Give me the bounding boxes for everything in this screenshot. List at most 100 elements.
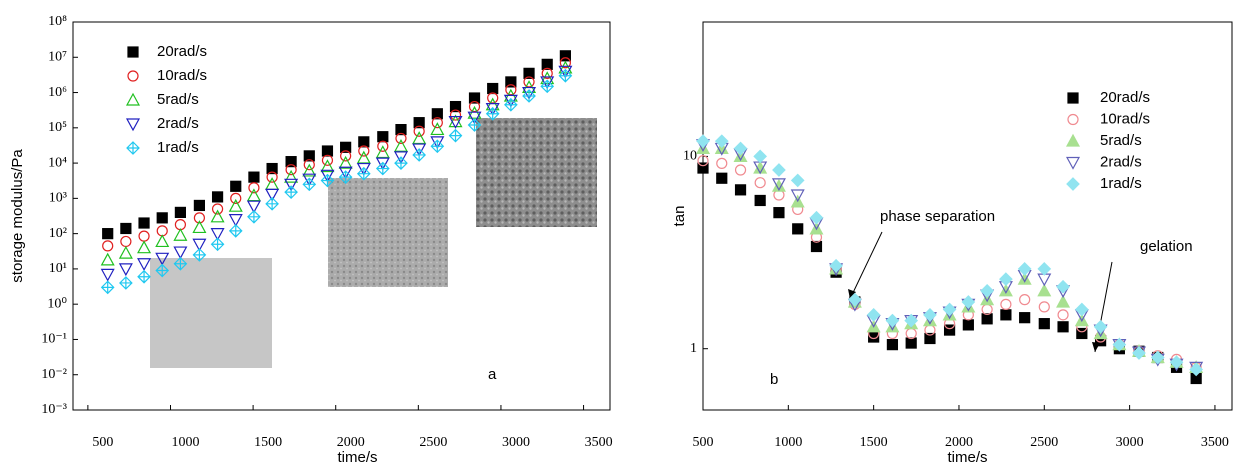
y-tick-label: 10³ (49, 191, 67, 206)
marker (356, 166, 371, 181)
marker (980, 283, 994, 298)
marker (192, 220, 207, 234)
y-tick-label: 10⁵ (48, 120, 67, 135)
marker (522, 89, 536, 103)
arrow (849, 231, 883, 300)
marker (1074, 302, 1089, 317)
marker (393, 139, 408, 152)
legend-marker (1065, 156, 1081, 170)
marker (885, 313, 900, 328)
marker (866, 307, 881, 322)
marker (284, 169, 299, 183)
marker (1000, 309, 1012, 321)
marker (697, 155, 709, 167)
marker (173, 227, 188, 241)
legend-marker (1066, 177, 1080, 191)
marker (193, 199, 206, 212)
x-tick-label: 500 (92, 435, 113, 450)
marker (100, 268, 115, 282)
marker (192, 248, 207, 262)
marker (377, 131, 389, 143)
marker (375, 161, 390, 176)
marker (340, 150, 352, 162)
legend-marker (1067, 113, 1079, 126)
marker (1017, 262, 1032, 276)
marker (1000, 298, 1012, 310)
marker (210, 209, 225, 223)
marker (1112, 337, 1127, 352)
marker (302, 177, 317, 192)
marker (358, 145, 370, 157)
marker (558, 68, 573, 83)
micrograph (328, 178, 448, 287)
marker (468, 92, 481, 104)
marker (485, 103, 500, 116)
marker (1169, 355, 1184, 370)
marker (1019, 294, 1031, 306)
marker (1057, 321, 1069, 333)
marker (138, 230, 150, 242)
marker (137, 269, 151, 284)
marker (829, 258, 843, 273)
x-tick-label: 2000 (945, 435, 973, 450)
marker (505, 84, 517, 96)
marker (754, 177, 766, 189)
marker (1038, 318, 1050, 330)
marker (156, 212, 168, 224)
marker (210, 228, 225, 241)
marker (1017, 271, 1032, 285)
marker (505, 76, 517, 88)
marker (772, 163, 786, 177)
micrograph (150, 258, 272, 368)
legend-label: 1rad/s (1100, 175, 1142, 192)
panel-label: a (488, 366, 497, 383)
marker (905, 327, 917, 340)
legend-marker (127, 46, 139, 58)
marker (120, 222, 132, 235)
marker (771, 178, 786, 192)
y-tick-label: 10⁷ (48, 49, 67, 64)
marker (962, 319, 974, 331)
marker (714, 134, 729, 149)
marker (230, 192, 242, 204)
marker (303, 150, 315, 162)
marker (174, 206, 186, 219)
marker (320, 173, 335, 188)
marker (102, 240, 114, 252)
x-tick-label: 3000 (502, 435, 530, 450)
x-tick-label: 1500 (860, 435, 888, 450)
marker (430, 122, 445, 136)
x-tick-label: 2000 (337, 435, 365, 450)
plot-frame (702, 21, 1233, 411)
x-tick-label: 3500 (1201, 435, 1229, 450)
marker (792, 223, 804, 235)
marker (412, 131, 427, 145)
marker (716, 157, 728, 169)
marker (696, 134, 710, 149)
chart-b: 500 1000 1500 2000 2500 3000 3500 1 10 time/s tan b… (671, 21, 1233, 465)
marker (716, 172, 728, 184)
annotation: phase separation (880, 208, 995, 225)
y-tick-label: 1 (690, 341, 697, 356)
marker (905, 337, 917, 349)
marker (285, 156, 297, 168)
marker (395, 124, 407, 136)
legend-label: 20rad/s (1100, 89, 1150, 106)
y-tick-label: 10⁻¹ (41, 332, 67, 347)
y-axis-label: tan (671, 206, 688, 227)
marker (1037, 273, 1052, 287)
marker (810, 240, 823, 253)
marker (338, 170, 353, 184)
marker (173, 246, 188, 260)
legend-marker (126, 141, 140, 155)
marker (540, 79, 555, 94)
marker (358, 136, 370, 148)
marker (375, 157, 390, 171)
marker (1056, 294, 1071, 308)
marker (173, 256, 188, 271)
y-tick-label: 10¹ (49, 261, 67, 276)
marker (448, 128, 463, 143)
micrograph (476, 118, 597, 227)
marker (981, 313, 993, 325)
